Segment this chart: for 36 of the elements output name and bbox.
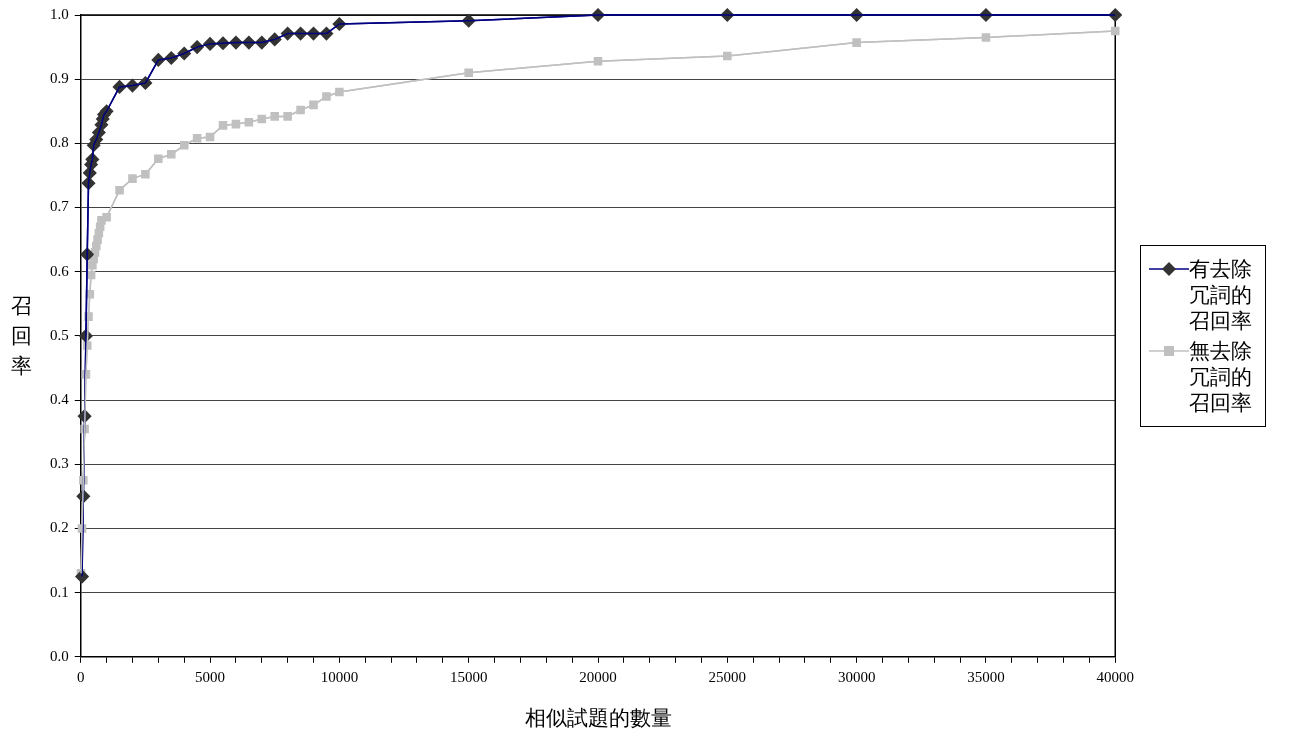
y-tick-label: 0.2: [50, 519, 69, 536]
point: [270, 112, 279, 121]
y-tick-label: 0.1: [50, 583, 69, 600]
y-tick-label: 0.6: [50, 262, 70, 279]
legend-label: 無去除冗詞的召回率: [1189, 337, 1253, 416]
point: [154, 154, 163, 164]
point: [128, 174, 137, 183]
x-tick-label: 15000: [449, 668, 488, 685]
x-tick-label: 5000: [195, 668, 226, 685]
point: [166, 149, 176, 159]
y-tick-label: 0.5: [50, 326, 69, 343]
point: [80, 424, 89, 434]
y-tick-label: 0.8: [50, 134, 69, 151]
point: [1110, 26, 1120, 36]
legend-label: 有去除冗詞的召回率: [1189, 255, 1253, 334]
point: [981, 33, 991, 42]
y-tick-label: 0.7: [50, 198, 70, 215]
x-tick-label: 10000: [320, 668, 359, 685]
point: [283, 112, 292, 121]
y-tick-label: 0.9: [50, 70, 69, 87]
x-tick-label: 40000: [1096, 668, 1134, 685]
x-tick-label: 35000: [967, 668, 1005, 685]
point: [464, 68, 473, 78]
y-tick-label: 0.3: [50, 455, 69, 472]
x-tick-label: 20000: [579, 668, 617, 685]
y-axis-title: 召回率: [9, 292, 33, 380]
x-tick-label: 30000: [837, 668, 876, 685]
y-tick-label: 1.0: [50, 5, 69, 22]
point: [852, 38, 861, 47]
y-tick-label: 0.4: [50, 391, 70, 408]
point: [322, 92, 331, 101]
x-tick-label: 25000: [708, 668, 747, 685]
point: [79, 476, 88, 485]
x-tick-label: 0: [77, 668, 85, 685]
y-tick-label: 0.0: [50, 647, 69, 664]
x-axis-title: 相似試題的數量: [524, 705, 672, 730]
